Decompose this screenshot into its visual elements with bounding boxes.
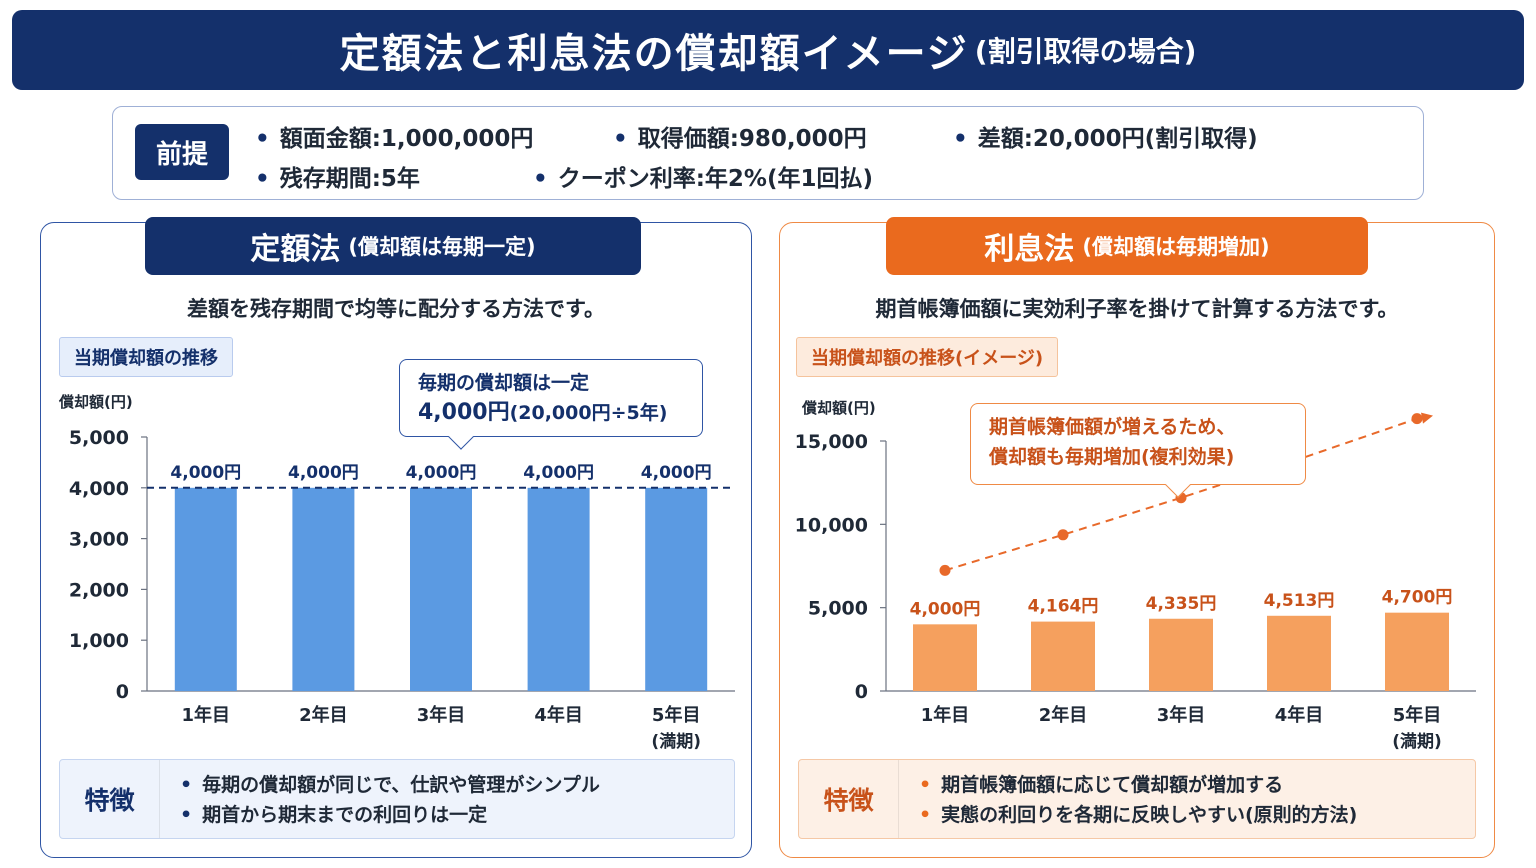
straight-line-data-label: 4,000円 [406, 463, 477, 483]
straight-line-panel: 定額法 (償却額は毎期一定) 差額を残存期間で均等に配分する方法です。 当期償却… [40, 217, 752, 858]
straight-line-feature-2: 期首から期末までの利回りは一定 [180, 800, 600, 830]
premise-tag: 前提 [135, 124, 229, 180]
effective-interest-feature-tag: 特徴 [799, 760, 899, 838]
straight-line-features: 特徴 毎期の償却額が同じで、仕訳や管理がシンプル 期首から期末までの利回りは一定 [59, 759, 735, 839]
straight-line-description: 差額を残存期間で均等に配分する方法です。 [187, 297, 605, 321]
straight-line-x-tick-note: (満期) [651, 731, 701, 752]
page-title: 定額法と利息法の償却額イメージ [339, 31, 969, 77]
straight-line-x-tick-label: 1年目 [182, 704, 231, 726]
effective-interest-subtitle: (償却額は毎期増加) [1082, 235, 1270, 259]
straight-line-feature-1: 毎期の償却額が同じで、仕訳や管理がシンプル [180, 770, 600, 800]
straight-line-feature-tag: 特徴 [60, 760, 160, 838]
premise-box: 前提 額面金額:1,000,000円 取得価額:980,000円 差額:20,0… [112, 106, 1424, 200]
straight-line-trend-label: 当期償却額の推移 [59, 337, 233, 377]
straight-line-data-label: 4,000円 [170, 463, 241, 483]
effective-interest-trend-arrowhead [1421, 412, 1433, 424]
straight-line-data-label: 4,000円 [523, 463, 594, 483]
premise-remaining-period: 残存期間:5年 [255, 159, 420, 193]
effective-interest-chart: 償却額(円) 0 5,000 10,000 15,000 4,000円 1年目 4,164円 2… [795, 399, 1476, 752]
effective-interest-callout: 期首帳簿価額が増えるため、 償却額も毎期増加(複利効果) [970, 403, 1306, 498]
effective-interest-data-label: 4,164円 [1028, 597, 1099, 617]
effective-interest-trend-line [944, 417, 1418, 572]
straight-line-y-axis-label: 償却額(円) [58, 393, 133, 411]
straight-line-callout-amount: 4,000円 [418, 400, 510, 425]
effective-interest-x-tick-label: 5年目 [1393, 704, 1442, 726]
straight-line-callout-formula: (20,000円÷5年) [509, 402, 668, 424]
straight-line-x-tick-label: 2年目 [299, 704, 348, 726]
straight-line-y-tick-label: 5,000 [69, 427, 129, 449]
premise-face-value: 額面金額:1,000,000円 [255, 119, 534, 153]
effective-interest-x-tick-label: 4年目 [1275, 704, 1324, 726]
straight-line-chart: 償却額(円) 0 1,000 2,000 3,000 4,000 5,000 4,000円 1年… [58, 393, 735, 752]
effective-interest-callout-line1: 期首帳簿価額が増えるため、 [989, 416, 1236, 438]
straight-line-x-tick-label: 5年目 [652, 704, 701, 726]
straight-line-bar [174, 487, 237, 691]
premise-difference: 差額:20,000円(割引取得) [953, 119, 1258, 153]
straight-line-bar [292, 487, 355, 691]
straight-line-title: 定額法 [250, 232, 341, 267]
straight-line-x-tick-label: 4年目 [534, 704, 583, 726]
effective-interest-trend-point [1411, 413, 1423, 425]
straight-line-y-tick-label: 3,000 [69, 529, 129, 551]
straight-line-y-tick-label: 0 [116, 681, 129, 703]
effective-interest-x-tick-label: 2年目 [1039, 704, 1088, 726]
straight-line-callout-line1: 毎期の償却額は一定 [418, 372, 590, 394]
effective-interest-features: 特徴 期首帳簿価額に応じて償却額が増加する 実態の利回りを各期に反映しやすい(原… [798, 759, 1476, 839]
effective-interest-panel: 利息法 (償却額は毎期増加) 期首帳簿価額に実効利子率を掛けて計算する方法です。… [779, 217, 1495, 858]
effective-interest-bar [1385, 612, 1449, 691]
effective-interest-title: 利息法 [984, 232, 1075, 267]
effective-interest-y-tick-label: 5,000 [808, 598, 868, 620]
premise-acquisition-cost: 取得価額:980,000円 [613, 119, 867, 153]
effective-interest-feature-1: 期首帳簿価額に応じて償却額が増加する [919, 770, 1357, 800]
effective-interest-y-tick-label: 0 [855, 681, 868, 703]
effective-interest-feature-2: 実態の利回りを各期に反映しやすい(原則的方法) [919, 800, 1357, 830]
straight-line-y-tick-label: 2,000 [69, 579, 129, 601]
effective-interest-data-label: 4,513円 [1264, 591, 1335, 611]
straight-line-data-label: 4,000円 [641, 463, 712, 483]
straight-line-bar [645, 487, 708, 691]
effective-interest-trend-point [1057, 529, 1069, 541]
premise-coupon-rate: クーポン利率:年2%(年1回払) [533, 159, 873, 193]
effective-interest-bar [1267, 615, 1331, 691]
straight-line-heading: 定額法 (償却額は毎期一定) [145, 217, 641, 275]
straight-line-y-tick-label: 1,000 [69, 630, 129, 652]
straight-line-bar [527, 487, 590, 691]
effective-interest-callout-line2: 償却額も毎期増加(複利効果) [989, 446, 1235, 468]
effective-interest-y-tick-label: 10,000 [795, 514, 868, 536]
effective-interest-x-tick-label: 1年目 [921, 704, 970, 726]
effective-interest-data-label: 4,700円 [1382, 588, 1453, 608]
effective-interest-x-tick-note: (満期) [1392, 731, 1442, 752]
effective-interest-x-tick-label: 3年目 [1157, 704, 1206, 726]
effective-interest-description: 期首帳簿価額に実効利子率を掛けて計算する方法です。 [875, 297, 1399, 321]
effective-interest-trend-point [939, 564, 951, 576]
effective-interest-data-label: 4,000円 [910, 599, 981, 619]
effective-interest-heading: 利息法 (償却額は毎期増加) [886, 217, 1368, 275]
page-subtitle: (割引取得の場合) [974, 35, 1197, 68]
straight-line-data-label: 4,000円 [288, 463, 359, 483]
effective-interest-bar [1031, 621, 1095, 691]
straight-line-x-tick-label: 3年目 [417, 704, 466, 726]
straight-line-callout: 毎期の償却額は一定 4,000円(20,000円÷5年) [399, 359, 703, 450]
effective-interest-data-label: 4,335円 [1146, 594, 1217, 614]
straight-line-bar [410, 487, 472, 691]
title-bar: 定額法と利息法の償却額イメージ (割引取得の場合) [12, 10, 1524, 90]
effective-interest-bar [913, 624, 977, 691]
straight-line-y-tick-label: 4,000 [69, 478, 129, 500]
straight-line-subtitle: (償却額は毎期一定) [348, 235, 536, 259]
effective-interest-y-axis-label: 償却額(円) [801, 399, 876, 417]
effective-interest-y-tick-label: 15,000 [795, 431, 868, 453]
effective-interest-trend-label: 当期償却額の推移(イメージ) [796, 337, 1059, 377]
effective-interest-bar [1149, 618, 1213, 691]
